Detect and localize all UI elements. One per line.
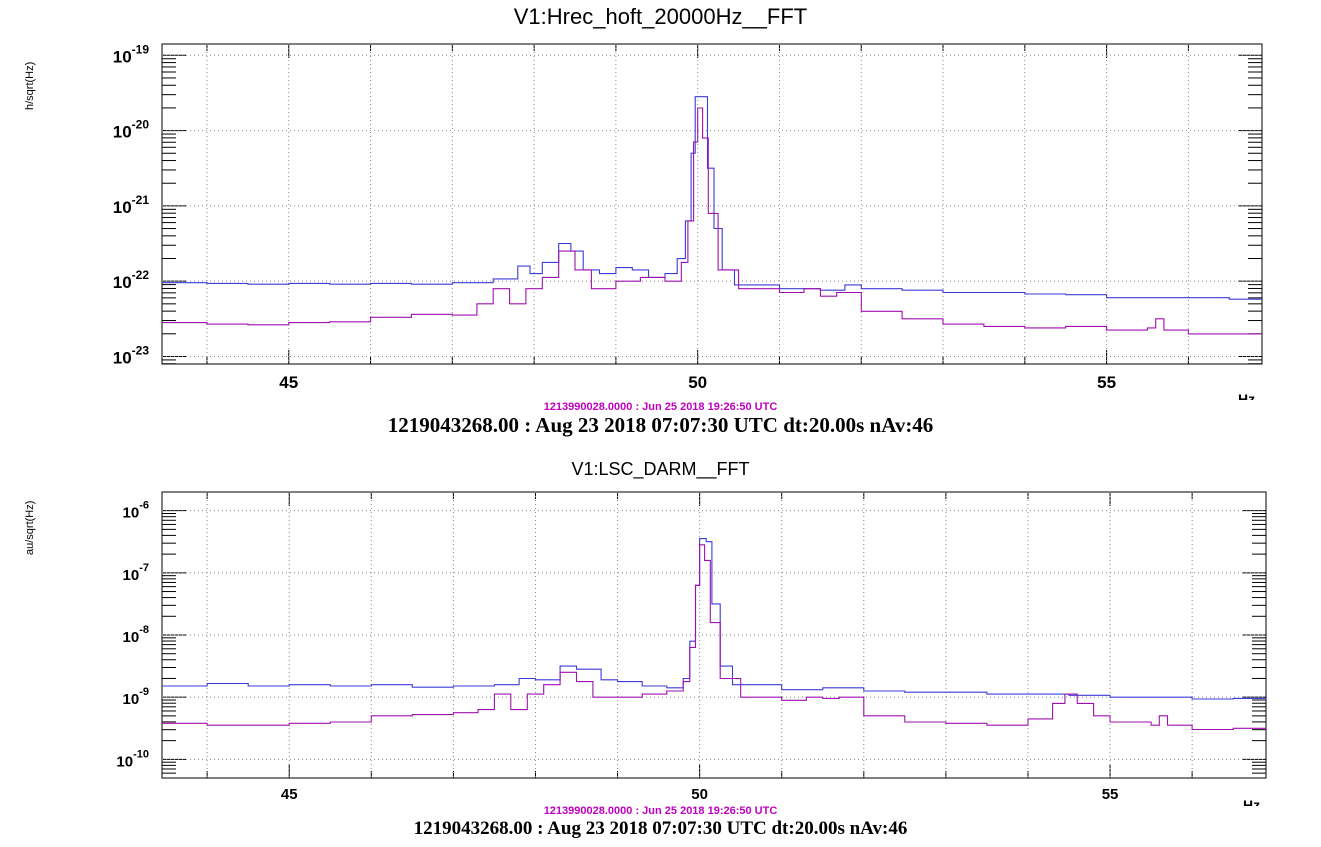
chart2-xtick-label: 50	[691, 786, 708, 803]
chart2-ytick-label: 10-9	[123, 686, 149, 708]
chart1-frame	[161, 43, 1263, 365]
chart1-ytick-label: 10-21	[113, 193, 150, 217]
chart1-ytick-label: 10-23	[113, 343, 150, 367]
chart2-ytick-label: 10-7	[123, 562, 149, 584]
chart2-current-time: 1219043268.00 : Aug 23 2018 07:07:30 UTC…	[413, 818, 908, 839]
chart2-ref-time: 1213990028.0000 : Jun 25 2018 19:26:50 U…	[543, 805, 778, 817]
chart2-xunit: Hz	[1243, 797, 1261, 806]
chart1-xtick-label: 55	[1097, 373, 1116, 392]
chart1-ytick-label: 10-22	[113, 268, 150, 292]
chart1-current-time: 1219043268.00 : Aug 23 2018 07:07:30 UTC…	[387, 413, 934, 437]
chart2-title: V1:LSC_DARM__FFT	[571, 459, 750, 479]
chart2-series-2-line	[162, 544, 1266, 731]
chart1-xtick-label: 50	[688, 373, 707, 392]
chart1-series-1-line	[162, 96, 1262, 300]
chart2-ytick-label: 10-10	[116, 748, 149, 770]
chart2-ytick-label: 10-8	[123, 624, 149, 646]
chart2-ytick-label: 10-6	[123, 500, 149, 522]
chart1-xtick-label: 45	[279, 373, 298, 392]
chart1-ytick-label: 10-20	[113, 118, 150, 142]
chart1-ref-time: 1213990028.0000 : Jun 25 2018 19:26:50 U…	[543, 401, 778, 413]
chart2-plot-area: 45 50 55 10-6 10-7 10-8 10-9 10-10	[116, 491, 1267, 803]
chart2-series-1-line	[162, 538, 1266, 701]
chart2-xtick-label: 55	[1102, 786, 1119, 803]
chart1-xunit: Hz	[1238, 391, 1256, 400]
chart1-series-2-line	[162, 107, 1262, 336]
chart2-xtick-label: 45	[281, 786, 298, 803]
chart1-title: V1:Hrec_hoft_20000Hz__FFT	[513, 4, 808, 29]
chart1-ytick-label: 10-19	[113, 42, 150, 66]
chart1-plot-area: 45 50 55 10-19 10-20 10-21 10-22 10-23	[113, 42, 1263, 392]
